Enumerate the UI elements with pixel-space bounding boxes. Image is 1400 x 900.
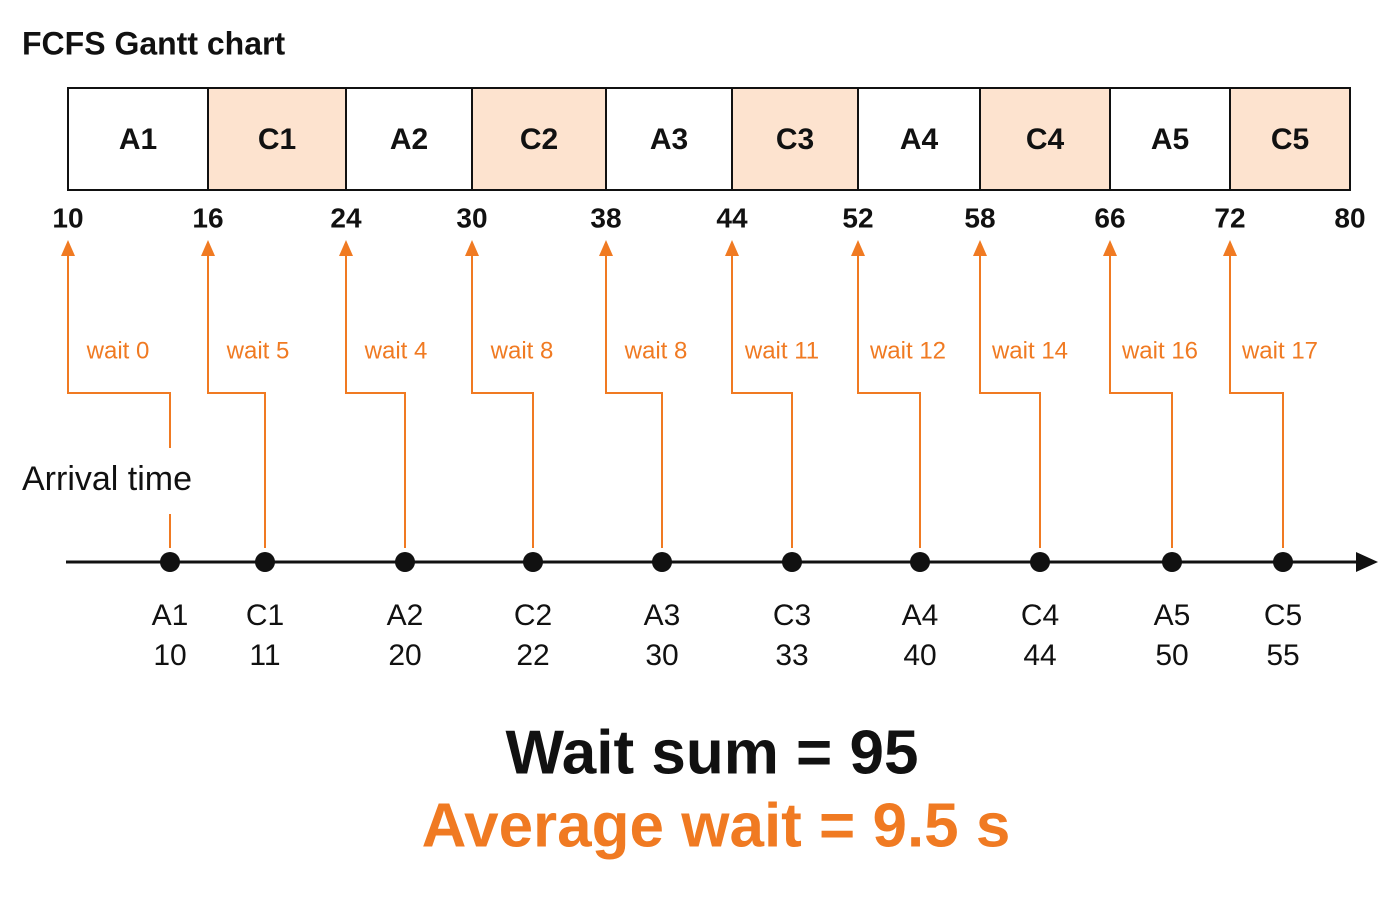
- wait-label: wait 14: [991, 337, 1068, 364]
- title: FCFS Gantt chart: [22, 25, 285, 61]
- arrival-time: 44: [1023, 639, 1056, 672]
- wait-label: wait 4: [364, 337, 428, 364]
- arrival-name: A5: [1154, 599, 1191, 632]
- arrival-dot: [1162, 552, 1182, 572]
- wait-label: wait 8: [490, 337, 554, 364]
- wait-arrowhead: [973, 240, 987, 256]
- wait-connector: [1229, 252, 1284, 548]
- time-tick: 24: [330, 202, 362, 233]
- block-label: C5: [1271, 123, 1309, 156]
- arrival-time: 40: [903, 639, 936, 672]
- wait-arrowhead: [61, 240, 75, 256]
- arrival-label: Arrival time: [22, 460, 192, 498]
- wait-connector: [979, 252, 1041, 548]
- wait-connector: [731, 252, 793, 548]
- arrival-dot: [255, 552, 275, 572]
- arrival-time: 22: [516, 639, 549, 672]
- wait-arrowhead: [725, 240, 739, 256]
- wait-label: wait 11: [744, 337, 819, 364]
- gantt-block: [1229, 87, 1351, 191]
- block-label: A4: [900, 123, 939, 156]
- time-tick: 10: [52, 202, 83, 233]
- time-tick: 52: [842, 202, 873, 233]
- wait-arrowhead: [599, 240, 613, 256]
- gantt-block: [207, 87, 347, 191]
- wait-connector: [207, 252, 266, 548]
- block-label: A3: [650, 123, 688, 156]
- arrival-name: C2: [514, 599, 552, 632]
- arrival-dot: [910, 552, 930, 572]
- block-label: C3: [776, 123, 814, 156]
- arrival-name: C5: [1264, 599, 1302, 632]
- gantt-block: [345, 87, 473, 191]
- time-tick: 38: [590, 202, 621, 233]
- wait-connector: [345, 252, 406, 548]
- arrival-name: C3: [773, 599, 811, 632]
- gantt-block: [1109, 87, 1231, 191]
- arrival-label-bg: [18, 448, 204, 514]
- wait-label: wait 17: [1241, 337, 1318, 364]
- wait-arrowhead: [851, 240, 865, 256]
- arrival-dot: [782, 552, 802, 572]
- time-tick: 66: [1094, 202, 1125, 233]
- block-label: A2: [390, 123, 428, 156]
- time-tick: 44: [716, 202, 748, 233]
- arrival-name: C1: [246, 599, 284, 632]
- arrival-dot: [652, 552, 672, 572]
- average-wait: Average wait = 9.5 s: [422, 791, 1011, 860]
- arrival-name: A1: [152, 599, 189, 632]
- arrival-name: A2: [387, 599, 424, 632]
- gantt-block: [731, 87, 859, 191]
- wait-label: wait 0: [86, 337, 150, 364]
- arrival-dot: [395, 552, 415, 572]
- wait-arrowhead: [465, 240, 479, 256]
- wait-connector: [605, 252, 663, 548]
- wait-connector: [1109, 252, 1173, 548]
- block-label: C1: [258, 123, 296, 156]
- wait-label: wait 12: [869, 337, 946, 364]
- arrival-time: 55: [1266, 639, 1299, 672]
- block-label: C2: [520, 123, 558, 156]
- arrival-time: 30: [645, 639, 678, 672]
- timeline-arrow: [1356, 552, 1378, 572]
- block-label: C4: [1026, 123, 1065, 156]
- time-tick: 72: [1214, 202, 1245, 233]
- arrival-time: 33: [775, 639, 808, 672]
- block-label: A5: [1151, 123, 1189, 156]
- arrival-time: 10: [153, 639, 186, 672]
- wait-connector: [471, 252, 534, 548]
- wait-label: wait 16: [1121, 337, 1198, 364]
- wait-arrowhead: [339, 240, 353, 256]
- arrival-name: A3: [644, 599, 681, 632]
- wait-arrowhead: [201, 240, 215, 256]
- wait-connector: [857, 252, 921, 548]
- time-tick: 80: [1334, 202, 1365, 233]
- arrival-time: 50: [1155, 639, 1188, 672]
- time-tick: 58: [964, 202, 995, 233]
- wait-arrowhead: [1223, 240, 1237, 256]
- arrival-dot: [1030, 552, 1050, 572]
- wait-label: wait 5: [226, 337, 290, 364]
- arrival-dot: [1273, 552, 1293, 572]
- time-tick: 30: [456, 202, 487, 233]
- arrival-time: 11: [249, 639, 280, 672]
- arrival-name: C4: [1021, 599, 1059, 632]
- wait-arrowhead: [1103, 240, 1117, 256]
- block-label: A1: [119, 123, 157, 156]
- arrival-dot: [160, 552, 180, 572]
- arrival-name: A4: [902, 599, 939, 632]
- arrival-dot: [523, 552, 543, 572]
- arrival-time: 20: [388, 639, 421, 672]
- time-tick: 16: [192, 202, 223, 233]
- wait-sum: Wait sum = 95: [506, 718, 919, 787]
- wait-label: wait 8: [624, 337, 688, 364]
